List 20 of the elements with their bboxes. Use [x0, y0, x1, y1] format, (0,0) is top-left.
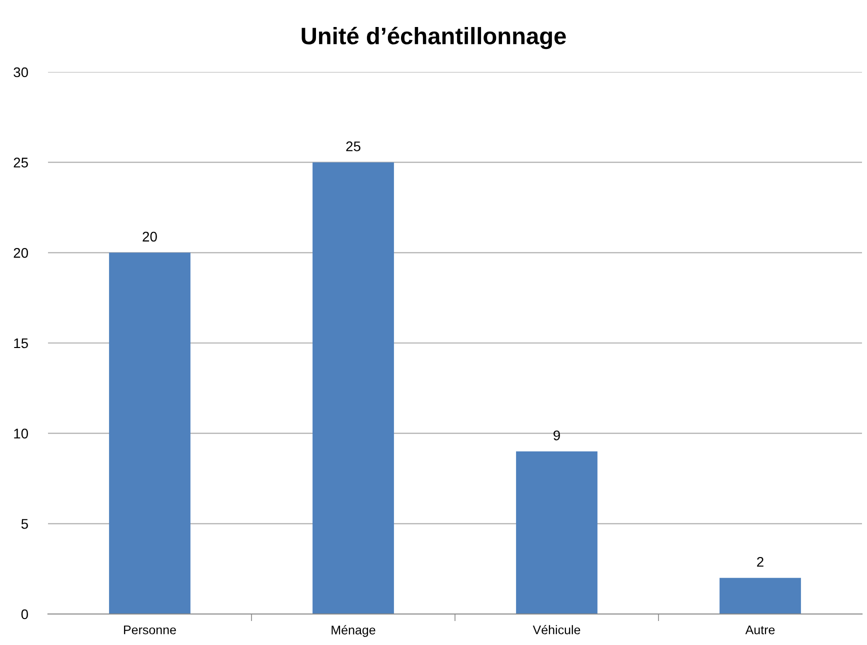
x-tick-label: Personne: [124, 626, 176, 634]
data-label: 25: [346, 141, 360, 152]
x-tick-label: Véhicule: [532, 624, 580, 634]
bar: [312, 162, 394, 614]
y-tick-label: 10: [14, 428, 28, 439]
bar: [109, 252, 190, 614]
bar: [516, 451, 598, 614]
data-label: 2: [757, 556, 764, 567]
x-tick-label: Autre: [745, 626, 775, 634]
y-tick-label: 20: [14, 248, 28, 258]
y-tick-label: 25: [14, 158, 28, 168]
y-tick-label: 15: [14, 338, 28, 348]
x-tick-label: Ménage: [332, 625, 376, 637]
bar: [720, 578, 801, 614]
data-label: 9: [554, 430, 560, 440]
y-tick-label: 0: [21, 609, 28, 620]
data-label: 20: [142, 232, 157, 242]
y-tick-label: 30: [14, 67, 28, 78]
y-tick-label: 5: [21, 519, 28, 529]
chart-title: Unité d’échantillonnage: [302, 26, 566, 50]
